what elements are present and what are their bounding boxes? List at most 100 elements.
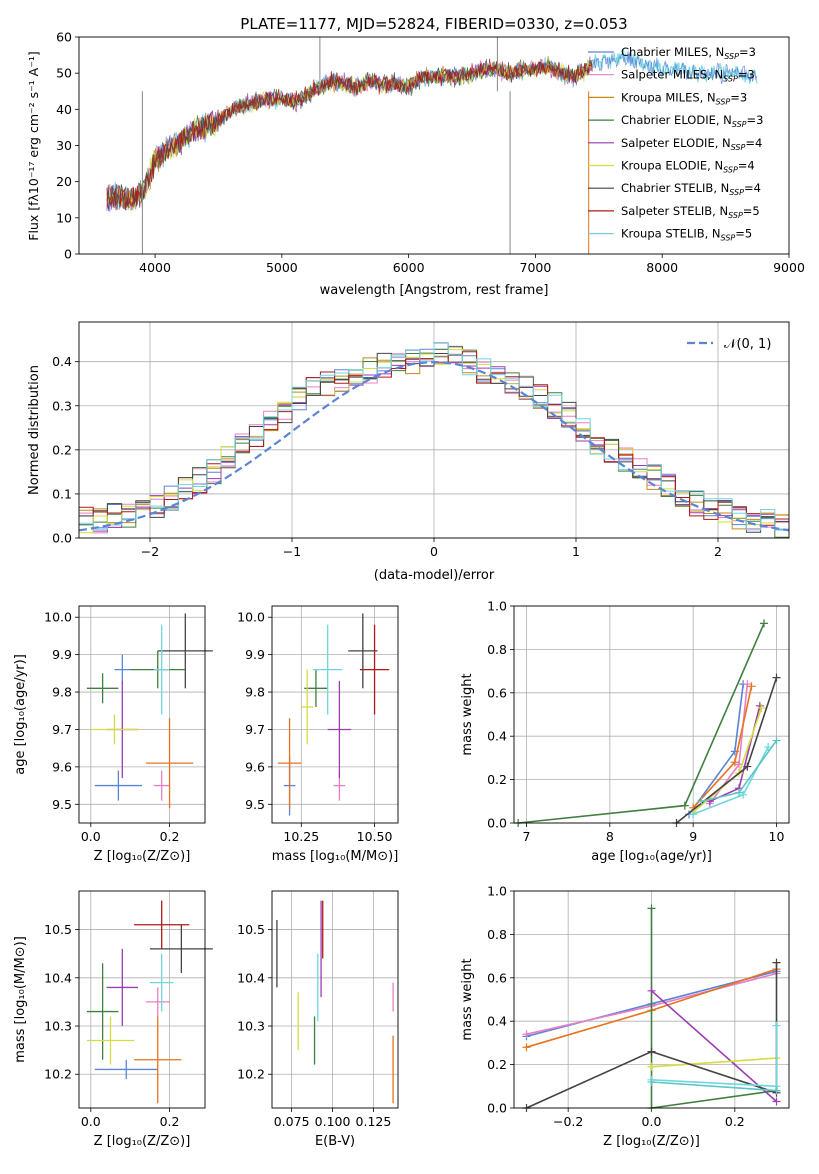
age_weight-xtick-label: 7 bbox=[523, 829, 531, 844]
z_weight-series-line bbox=[651, 1081, 777, 1092]
mass_age-ytick-label: 9.9 bbox=[245, 647, 265, 662]
spectrum-legend: Chabrier MILES, NSSP=3 Salpeter MILES, NS… bbox=[588, 45, 763, 243]
z_age-y-label: age [log₁₀(age/yr)] bbox=[13, 654, 28, 775]
z_weight-point bbox=[647, 1047, 656, 1056]
residual-x-label: (data-model)/error bbox=[374, 568, 495, 583]
mass_age-ytick-label: 9.7 bbox=[245, 722, 265, 737]
ebv_mass-points bbox=[276, 900, 394, 1104]
z_age-ytick-label: 9.8 bbox=[52, 685, 72, 700]
z_weight-point bbox=[647, 1077, 656, 1086]
age_weight-point bbox=[697, 797, 706, 806]
residual-legend-label: 𝒩(0, 1) bbox=[724, 337, 771, 352]
mass_age-axes-frame bbox=[271, 605, 399, 824]
z_weight-xtick-label: 0.0 bbox=[642, 1114, 662, 1129]
z-weight-panel: −0.2 0.0 0.2 0.0 0.2 0.4 0.6 0.8 1.0 Z [log₁₀(Z/Z… bbox=[460, 884, 790, 1149]
ebv_mass-xtick-label: 0.125 bbox=[356, 1114, 392, 1129]
z_mass-ytick-label: 10.3 bbox=[44, 1019, 72, 1034]
mass_age-grid bbox=[272, 606, 398, 823]
z_weight-y-label: mass weight bbox=[460, 958, 475, 1040]
age_weight-point bbox=[757, 703, 766, 712]
z_weight-series-line bbox=[650, 990, 778, 1103]
spectrum-ytick-label: 50 bbox=[56, 66, 72, 81]
spectrum-legend-label: Salpeter STELIB, NSSP=5 bbox=[621, 204, 760, 220]
residual-ytick-label: 0.1 bbox=[52, 486, 72, 501]
ebv_mass-xtick-label: 0.075 bbox=[274, 1114, 310, 1129]
residual-ytick-label: 0.3 bbox=[52, 398, 72, 413]
z_age-xtick-label: 0.2 bbox=[160, 829, 180, 844]
z_weight-x-label: Z [log₁₀(Z/Z⊙)] bbox=[603, 1134, 700, 1149]
z_weight-point bbox=[647, 986, 656, 995]
ebv-mass-panel: 0.075 0.100 0.125 10.2 10.3 10.4 10.5 E(B-V) bbox=[237, 890, 399, 1149]
z_age-axes-frame bbox=[78, 605, 206, 824]
z_weight-ytick-label: 0.4 bbox=[487, 1014, 507, 1029]
spectrum-xtick-label: 4000 bbox=[139, 260, 171, 275]
age_weight-xtick-label: 10 bbox=[769, 829, 785, 844]
z_weight-point bbox=[772, 1086, 781, 1095]
age_weight-ytick-label: 0.6 bbox=[487, 685, 507, 700]
spectrum-ytick-label: 30 bbox=[56, 138, 72, 153]
z_weight-point bbox=[647, 904, 656, 913]
spectrum-ytick-label: 0 bbox=[64, 247, 72, 262]
z_weight-axes-frame bbox=[513, 890, 790, 1109]
z_weight-xtick-label: −0.2 bbox=[553, 1114, 583, 1129]
z_mass-ytick-label: 10.4 bbox=[44, 970, 72, 985]
residual-y-ticks: 0.0 0.1 0.2 0.3 0.4 bbox=[52, 354, 79, 546]
spectrum-legend-label: Salpeter ELODIE, NSSP=4 bbox=[621, 136, 762, 152]
spectrum-line bbox=[106, 60, 593, 211]
residual-ytick-label: 0.0 bbox=[52, 531, 72, 546]
spectrum-xtick-label: 7000 bbox=[520, 260, 552, 275]
z_weight-series-line bbox=[651, 1025, 778, 1088]
z_age-ytick-label: 9.5 bbox=[52, 797, 72, 812]
spectrum-legend-label: Salpeter MILES, NSSP=3 bbox=[621, 68, 755, 84]
spectrum-y-label: Flux [fλ10⁻¹⁷ erg cm⁻² s⁻¹ A⁻¹] bbox=[26, 51, 41, 240]
spectrum-legend-label: Chabrier STELIB, NSSP=4 bbox=[621, 181, 761, 197]
age_weight-grid bbox=[514, 605, 789, 824]
ebv_mass-xtick-label: 0.100 bbox=[315, 1114, 351, 1129]
z_weight-point bbox=[522, 1030, 531, 1039]
z_mass-grid bbox=[79, 891, 205, 1108]
z_weight-point bbox=[772, 1097, 781, 1106]
age_weight-point bbox=[743, 680, 752, 689]
z_weight-lines bbox=[522, 904, 781, 1112]
ebv_mass-ytick-label: 10.2 bbox=[237, 1067, 265, 1082]
residual-xtick-label: 2 bbox=[714, 544, 722, 559]
spectrum-legend-label: Kroupa STELIB, NSSP=5 bbox=[621, 227, 752, 243]
ebv_mass-axes-frame bbox=[271, 890, 399, 1109]
z_mass-y-label: mass [log₁₀(M/M⊙)] bbox=[13, 936, 28, 1063]
z_mass-xtick-label: 0.2 bbox=[160, 1114, 180, 1129]
z_weight-xtick-label: 0.2 bbox=[725, 1114, 745, 1129]
z_weight-point bbox=[647, 1062, 656, 1071]
spectrum-lines bbox=[106, 37, 758, 254]
residual-legend: 𝒩(0, 1) bbox=[687, 337, 771, 352]
z_age-xtick-label: 0.0 bbox=[81, 829, 101, 844]
age_weight-point bbox=[730, 758, 739, 767]
residual-xtick-label: −1 bbox=[283, 544, 301, 559]
spectrum-legend-label: Chabrier MILES, NSSP=3 bbox=[621, 45, 756, 61]
z_mass-axes-frame bbox=[78, 890, 206, 1109]
spectrum-line bbox=[106, 58, 593, 209]
residual-y-label: Normed distribution bbox=[27, 365, 42, 495]
mass_age-ytick-label: 9.6 bbox=[245, 759, 265, 774]
mass_age-xtick-label: 10.50 bbox=[357, 829, 393, 844]
z_age-points bbox=[86, 613, 213, 809]
z_age-ytick-label: 9.7 bbox=[52, 722, 72, 737]
age_weight-point bbox=[747, 682, 756, 691]
spectrum-ytick-label: 60 bbox=[56, 30, 72, 45]
z_weight-ytick-label: 0.2 bbox=[487, 1057, 507, 1072]
residual-xtick-label: −2 bbox=[141, 544, 159, 559]
residual-xtick-label: 1 bbox=[572, 544, 580, 559]
z_age-x-label: Z [log₁₀(Z/Z⊙)] bbox=[94, 849, 191, 864]
spectrum-ytick-label: 20 bbox=[56, 174, 72, 189]
age_weight-xtick-label: 9 bbox=[689, 829, 697, 844]
mass_age-x-label: mass [log₁₀(M/M⊙)] bbox=[272, 849, 399, 864]
spectrum-legend-label: Chabrier ELODIE, NSSP=3 bbox=[621, 113, 763, 129]
z_age-ytick-label: 9.6 bbox=[52, 759, 72, 774]
age_weight-ytick-label: 0.0 bbox=[487, 816, 507, 831]
mass_age-ytick-label: 9.5 bbox=[245, 797, 265, 812]
residual-ytick-label: 0.4 bbox=[52, 354, 72, 369]
residual-xtick-label: 0 bbox=[430, 544, 438, 559]
age_weight-ytick-label: 0.4 bbox=[487, 729, 507, 744]
age_weight-point bbox=[680, 801, 689, 810]
z_age-grid bbox=[79, 606, 205, 823]
spectrum-x-label: wavelength [Angstrom, rest frame] bbox=[320, 283, 549, 298]
